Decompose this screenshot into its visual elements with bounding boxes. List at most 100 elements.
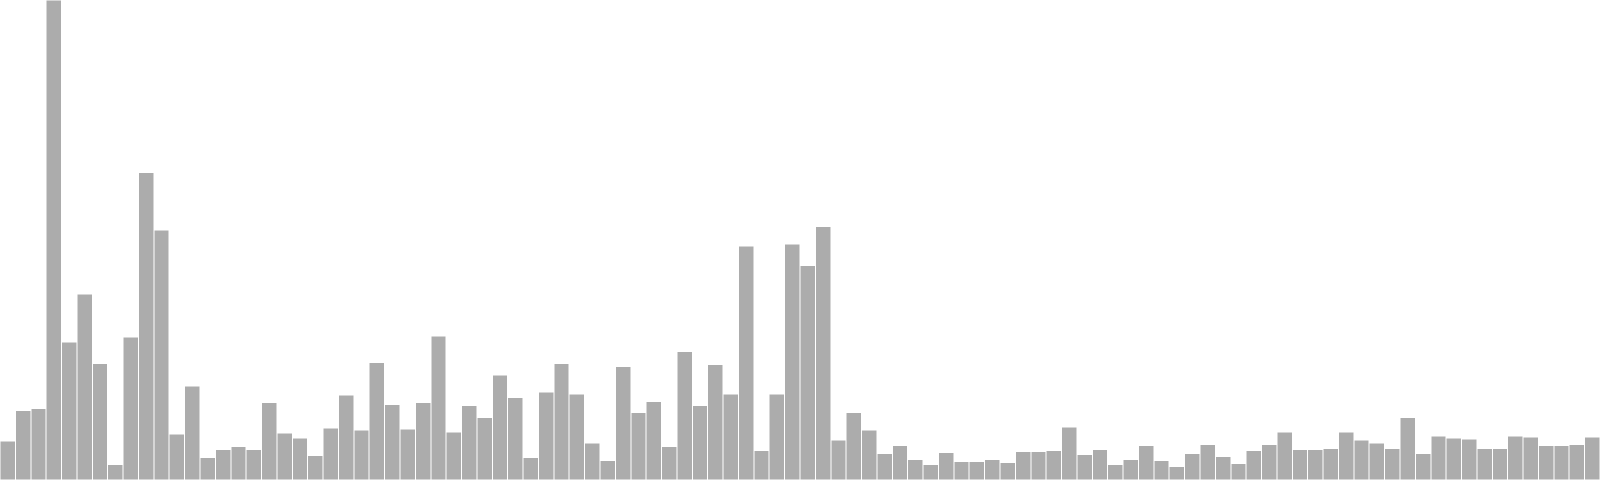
bar-67 [1030,450,1047,480]
bar-19 [291,437,309,480]
bar-5 [76,293,93,480]
bar-23 [353,429,370,480]
bar-50 [768,393,786,480]
bar-71 [1091,448,1109,480]
bar-41 [630,412,647,480]
bar-75 [1153,460,1170,480]
bar-86 [1322,447,1339,480]
bar-90 [1384,447,1401,480]
bar-27 [414,401,432,480]
bar-52 [799,265,816,480]
bar-77 [1184,452,1201,480]
bar-56 [861,429,878,480]
bar-94 [1445,437,1463,480]
bar-43 [661,445,678,480]
bar-65 [999,462,1016,480]
bar-36 [553,363,570,480]
bar-39 [599,460,616,480]
bar-92 [1414,452,1432,480]
bar-14 [214,448,232,480]
bar-96 [1476,447,1493,480]
bar-18 [276,432,293,480]
bar-44 [676,350,693,480]
bar-58 [891,444,909,480]
bar-80 [1230,463,1247,480]
bar-70 [1076,453,1093,480]
bar-60 [922,464,939,480]
bar-59 [907,459,924,480]
bar-78 [1199,443,1216,480]
bar-69 [1061,426,1078,480]
bar-16 [245,448,263,480]
bar-33 [507,396,524,480]
bar-25 [384,403,401,480]
bar-76 [1168,466,1186,480]
bar-7 [107,464,124,480]
bar-11 [168,433,186,480]
bar-26 [399,428,416,480]
bar-55 [845,412,863,480]
bar-63 [968,461,986,480]
bar-103 [1584,436,1600,480]
bar-53 [814,226,832,480]
bar-85 [1307,448,1324,480]
bar-10 [153,229,170,480]
bar-72 [1107,464,1124,480]
bar-3 [45,0,63,480]
bar-61 [937,451,955,480]
bar-48 [737,245,755,480]
bar-15 [230,445,247,480]
bar-64 [984,459,1001,480]
bar-38 [584,442,601,480]
bar-20 [307,454,324,480]
bar-37 [568,393,586,480]
bar-24 [368,362,386,480]
bar-101 [1553,444,1570,480]
bar-93 [1430,435,1447,480]
bar-102 [1568,443,1586,480]
bar-57 [876,452,893,480]
bar-74 [1137,444,1155,480]
bar-34 [522,457,539,480]
bar-8 [122,336,139,480]
bar-35 [537,391,555,480]
bar-99 [1522,436,1539,480]
bar-12 [184,385,201,480]
bar-87 [1337,431,1355,480]
bar-22 [337,394,355,480]
bar-21 [322,427,339,480]
bar-29 [445,431,463,480]
bar-47 [722,393,739,480]
bar-66 [1014,450,1032,480]
bar-32 [491,374,509,480]
bar-45 [691,404,709,480]
bar-79 [1214,456,1232,480]
bar-0 [0,440,16,480]
bar-28 [430,335,447,480]
bar-51 [784,243,801,480]
bar-100 [1537,444,1555,480]
bar-2 [30,408,47,480]
bar-82 [1261,443,1278,480]
bar-46 [707,364,724,480]
bar-98 [1507,435,1524,480]
bar-40 [614,366,632,480]
bar-49 [753,449,770,480]
bar-1 [14,410,32,480]
bar-73 [1122,459,1139,480]
bar-88 [1353,439,1370,480]
bar-84 [1291,448,1309,480]
bar-9 [137,172,155,480]
bar-81 [1245,449,1263,480]
bar-62 [953,461,970,480]
bar-83 [1276,431,1293,480]
bar-68 [1045,449,1063,480]
bar-30 [461,404,478,480]
bar-31 [476,417,493,480]
bar-97 [1491,447,1509,480]
bar-17 [261,401,278,480]
bar-6 [91,363,109,480]
bar-54 [830,439,847,480]
